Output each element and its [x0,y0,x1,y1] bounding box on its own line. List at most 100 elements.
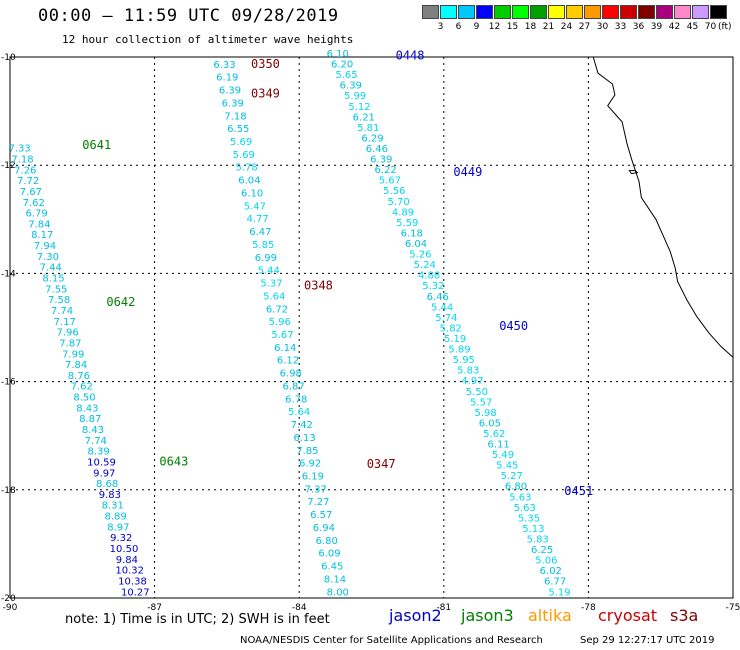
satellite-label-jason3: jason3 [461,606,514,625]
wave-height-value: 7.74 [51,306,73,317]
lon-axis-label: -78 [581,603,596,613]
wave-height-value: 7.99 [62,349,84,360]
wave-height-value: 7.84 [28,219,50,230]
wave-height-value: 7.42 [291,420,313,431]
wave-height-value: 6.04 [238,176,260,187]
wave-height-value: 5.85 [252,240,274,251]
wave-height-value: 6.39 [219,86,241,97]
legend-swatch [584,5,601,19]
wave-height-value: 7.33 [8,144,30,155]
lon-axis-label: -87 [147,603,162,613]
wave-height-value: 6.98 [280,369,302,380]
wave-height-value: 6.20 [331,60,353,71]
wave-height-value: 7.85 [296,446,318,457]
map-frame [9,56,734,599]
wave-height-value: 6.11 [487,440,509,451]
wave-height-value: 6.39 [370,155,392,166]
wave-height-value: 5.57 [470,397,492,408]
lon-axis-label: -75 [726,603,740,613]
wave-height-value: 5.69 [233,150,255,161]
wave-height-value: 7.17 [54,317,76,328]
legend-tick-label: 12 [488,22,501,32]
wave-height-value: 10.27 [121,587,150,598]
wave-height-value: 5.44 [431,302,453,313]
wave-height-value: 6.33 [213,60,235,71]
pass-time-label: 0449 [453,165,482,179]
wave-height-value: 4.97 [461,376,483,387]
wave-height-value: 5.98 [474,408,496,419]
wave-height-value: 6.79 [25,209,47,220]
pass-time-label: 0450 [499,319,528,333]
wave-height-value: 5.83 [527,535,549,546]
legend-swatch [710,5,727,19]
lon-axis-label: -90 [3,603,18,613]
lat-axis-label: -14 [1,269,16,279]
pass-time-label: 0643 [159,455,188,469]
wave-height-value: 9.84 [116,555,138,566]
pass-time-label: 0348 [304,279,333,293]
pass-time-label: 0448 [396,49,425,63]
wave-height-value: 7.84 [65,360,87,371]
wave-height-value: 5.50 [466,387,488,398]
legend-unit: (ft) [718,22,732,32]
wave-height-value: 6.80 [316,536,338,547]
wave-height-value: 5.99 [344,91,366,102]
wave-height-value: 6.46 [427,292,449,303]
wave-height-value: 7.44 [40,263,62,274]
wave-height-value: 7.30 [37,252,59,263]
wave-height-value: 7.18 [224,111,246,122]
wave-height-value: 7.58 [48,295,70,306]
satellite-label-altika: altika [528,606,572,625]
wave-height-value: 4.89 [392,207,414,218]
wave-height-value: 10.32 [115,566,144,577]
lat-axis-label: -10 [1,53,16,63]
credit-text: NOAA/NESDIS Center for Satellite Applica… [240,635,543,646]
wave-height-value: 8.15 [42,274,64,285]
legend-tick-label: 70 [704,22,717,32]
wave-height-value: 8.17 [31,230,53,241]
wave-height-value: 8.00 [327,587,349,598]
wave-height-value: 9.32 [110,533,132,544]
wave-height-value: 10.50 [110,544,139,555]
legend-tick-label: 42 [668,22,681,32]
legend-tick-label: 39 [650,22,663,32]
wave-height-value: 7.27 [307,497,329,508]
lat-axis-label: -12 [1,161,16,171]
wave-height-value: 7.87 [59,338,81,349]
legend-tick-label: 30 [596,22,609,32]
wave-height-value: 5.37 [260,279,282,290]
page-title: 00:00 – 11:59 UTC 09/28/2019 [38,6,339,26]
wave-height-value: 9.97 [93,468,115,479]
wave-height-value: 7.72 [17,176,39,187]
lon-axis-label: -84 [292,603,307,613]
wave-height-value: 10.38 [118,577,147,588]
wave-height-value: 6.45 [321,562,343,573]
wave-height-value: 7.62 [23,198,45,209]
wave-height-value: 5.32 [422,281,444,292]
wave-height-value: 5.70 [387,197,409,208]
wave-height-value: 7.37 [305,484,327,495]
wave-height-value: 8.43 [76,403,98,414]
wave-height-value: 6.39 [222,98,244,109]
wave-height-value: 6.99 [255,253,277,264]
wave-height-value: 8.14 [324,574,346,585]
wave-height-value: 5.74 [435,313,457,324]
wave-height-value: 6.10 [327,49,349,60]
legend-tick-label: 36 [632,22,645,32]
wave-height-value: 5.63 [509,492,531,503]
wave-height-value: 6.18 [401,228,423,239]
wave-height-value: 5.19 [548,587,570,598]
pass-time-label: 0451 [564,484,593,498]
wave-height-value: 5.95 [453,355,475,366]
wave-height-value: 4.77 [246,214,268,225]
legend-swatch [458,5,475,19]
legend-swatch [530,5,547,19]
wave-height-value: 6.72 [266,304,288,315]
legend-tick-label: 18 [524,22,537,32]
wave-height-value: 7.74 [85,436,107,447]
wave-height-value: 5.82 [440,323,462,334]
wave-height-value: 7.62 [71,382,93,393]
lat-axis-label: -18 [1,486,16,496]
legend-swatch [674,5,691,19]
